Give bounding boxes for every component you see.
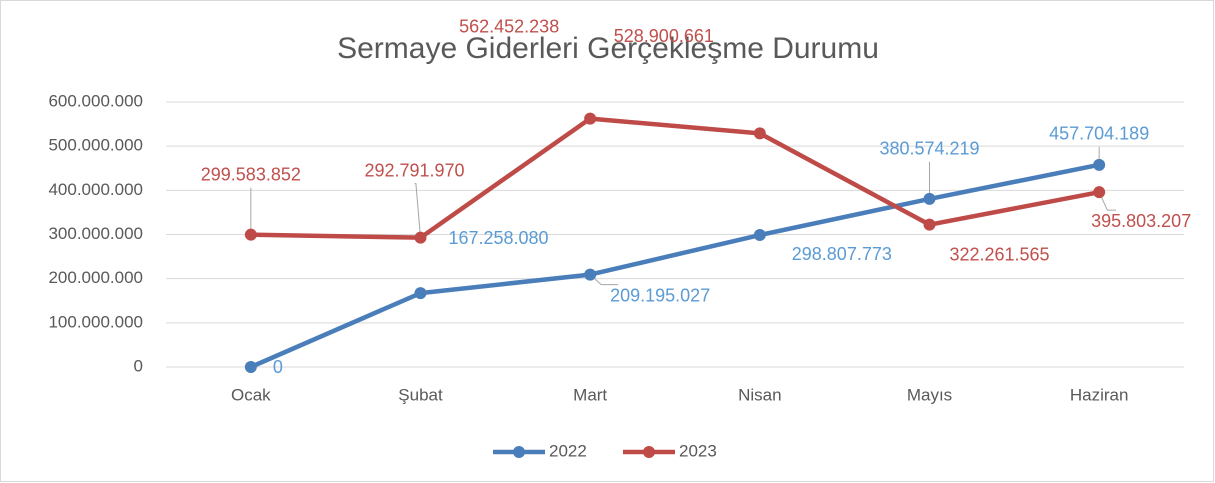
data-label: 457.704.189 (1049, 124, 1149, 144)
y-tick-label: 200.000.000 (48, 268, 143, 287)
y-tick-label: 600.000.000 (48, 91, 143, 110)
y-tick-label: 500.000.000 (48, 136, 143, 155)
data-label: 292.791.970 (364, 160, 464, 180)
marker (753, 229, 766, 242)
marker (244, 228, 257, 241)
data-label: 0 (273, 357, 283, 377)
x-tick-label: Haziran (1070, 385, 1129, 404)
data-label: 380.574.219 (879, 139, 979, 159)
data-label: 298.807.773 (792, 244, 892, 264)
marker (414, 287, 427, 300)
marker (923, 218, 936, 231)
marker (753, 127, 766, 140)
marker (414, 231, 427, 244)
line (250, 116, 1100, 240)
data-label: 167.258.080 (448, 228, 548, 248)
data-label: 528.900.661 (614, 26, 714, 46)
data-label: 209.195.027 (610, 285, 710, 305)
leader-line (1098, 191, 1116, 211)
x-tick-label: Ocak (231, 385, 271, 404)
marker (584, 268, 597, 281)
marker (244, 361, 257, 373)
marker (584, 112, 597, 125)
data-label: 299.583.852 (201, 164, 301, 184)
y-tick-label: 300.000.000 (48, 224, 143, 243)
legend-marker (513, 446, 525, 458)
data-label: 562.452.238 (459, 16, 559, 36)
leader-line (414, 183, 421, 238)
x-tick-label: Şubat (398, 385, 443, 404)
marker (1093, 186, 1106, 199)
x-tick-label: Mart (573, 385, 607, 404)
data-label: 395.803.207 (1091, 211, 1191, 231)
legend-marker (643, 446, 655, 458)
line (249, 162, 1100, 370)
x-tick-label: Mayıs (907, 385, 952, 404)
legend-label: 2023 (679, 441, 717, 460)
y-tick-label: 100.000.000 (48, 312, 143, 331)
y-tick-label: 0 (134, 356, 143, 375)
marker (1093, 158, 1106, 171)
y-tick-label: 400.000.000 (48, 180, 143, 199)
marker (923, 192, 936, 205)
x-tick-label: Nisan (738, 385, 781, 404)
chart-title: Sermaye Giderleri Gerçekleşme Durumu (337, 32, 879, 65)
data-label: 322.261.565 (949, 244, 1049, 264)
legend-label: 2022 (549, 441, 587, 460)
